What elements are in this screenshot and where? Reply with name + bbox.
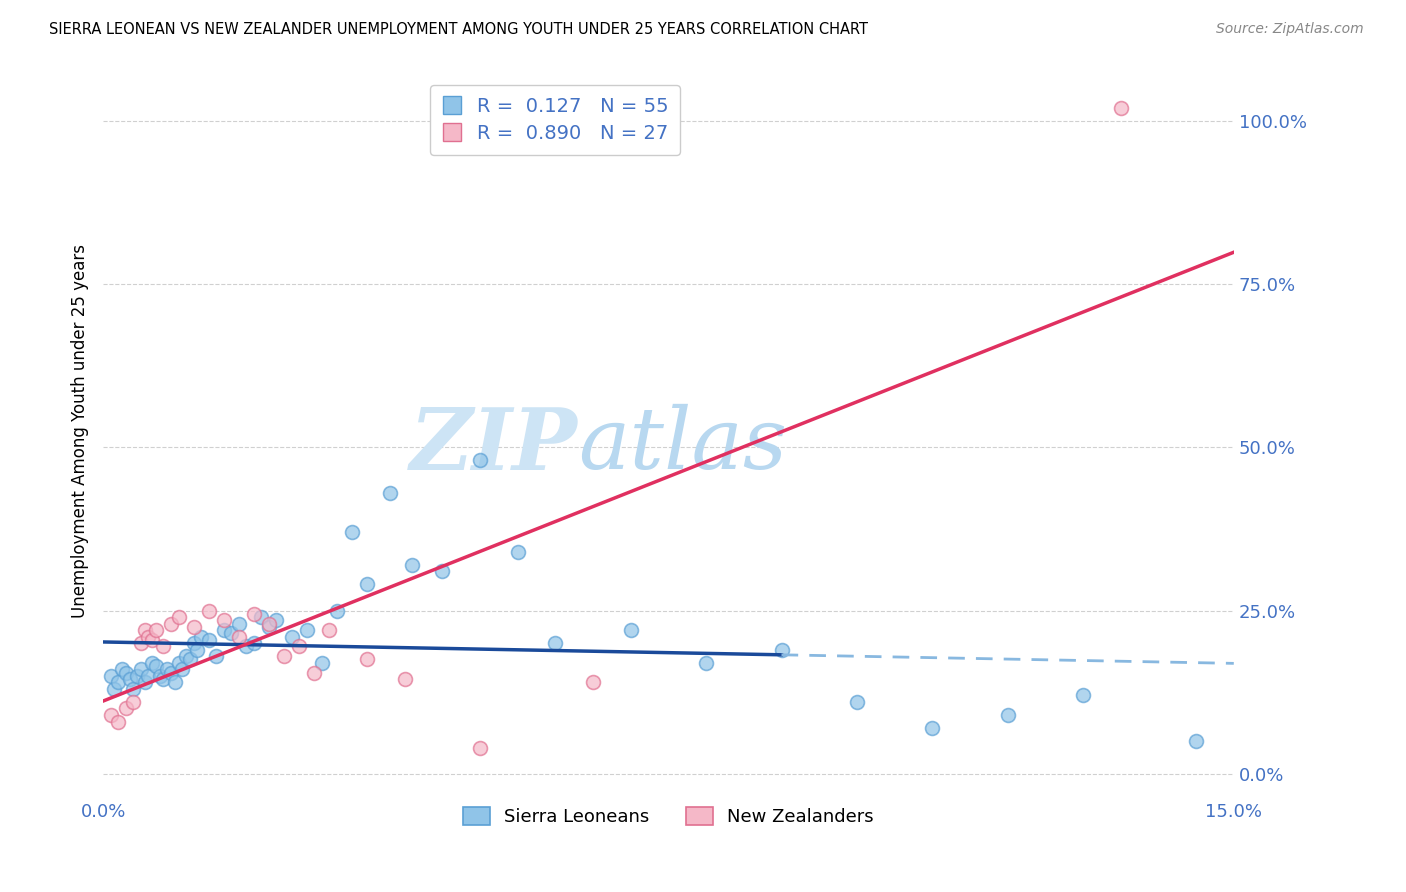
Point: [243, 636, 266, 650]
Text: atlas: atlas: [578, 404, 787, 487]
Text: SIERRA LEONEAN VS NEW ZEALANDER UNEMPLOYMENT AMONG YOUTH UNDER 25 YEARS CORRELAT: SIERRA LEONEAN VS NEW ZEALANDER UNEMPLOY…: [49, 22, 869, 37]
Point: [100, 669, 122, 683]
Point: [326, 603, 349, 617]
Point: [845, 695, 868, 709]
Point: [134, 623, 156, 637]
Point: [544, 636, 567, 650]
Point: [141, 632, 163, 647]
Point: [582, 675, 605, 690]
Point: [149, 669, 172, 683]
Point: [620, 623, 643, 637]
Point: [167, 656, 190, 670]
Point: [997, 708, 1019, 723]
Point: [107, 675, 129, 690]
Point: [695, 656, 717, 670]
Point: [356, 577, 378, 591]
Point: [394, 672, 416, 686]
Point: [179, 652, 201, 666]
Point: [129, 662, 152, 676]
Point: [145, 623, 167, 637]
Point: [174, 649, 197, 664]
Point: [340, 525, 363, 540]
Point: [250, 610, 273, 624]
Point: [770, 642, 793, 657]
Text: Source: ZipAtlas.com: Source: ZipAtlas.com: [1216, 22, 1364, 37]
Point: [1185, 734, 1208, 748]
Point: [273, 649, 295, 664]
Point: [401, 558, 423, 572]
Point: [205, 649, 228, 664]
Point: [152, 640, 174, 654]
Point: [378, 486, 401, 500]
Point: [114, 701, 136, 715]
Point: [468, 453, 491, 467]
Point: [156, 662, 179, 676]
Point: [243, 607, 266, 621]
Y-axis label: Unemployment Among Youth under 25 years: Unemployment Among Youth under 25 years: [72, 244, 89, 618]
Point: [257, 616, 280, 631]
Point: [186, 642, 208, 657]
Point: [172, 662, 194, 676]
Point: [122, 681, 145, 696]
Point: [228, 616, 250, 631]
Point: [257, 620, 280, 634]
Point: [311, 656, 333, 670]
Point: [1071, 689, 1094, 703]
Point: [235, 640, 257, 654]
Point: [118, 672, 141, 686]
Point: [138, 630, 160, 644]
Point: [318, 623, 340, 637]
Point: [302, 665, 325, 680]
Point: [356, 652, 378, 666]
Point: [160, 616, 183, 631]
Point: [111, 662, 134, 676]
Point: [152, 672, 174, 686]
Point: [122, 695, 145, 709]
Point: [288, 640, 311, 654]
Point: [114, 665, 136, 680]
Point: [160, 665, 183, 680]
Point: [280, 630, 302, 644]
Point: [506, 545, 529, 559]
Point: [197, 603, 219, 617]
Point: [183, 620, 205, 634]
Point: [107, 714, 129, 729]
Text: ZIP: ZIP: [411, 404, 578, 487]
Point: [190, 630, 212, 644]
Point: [125, 669, 148, 683]
Point: [219, 626, 242, 640]
Point: [167, 610, 190, 624]
Point: [163, 675, 186, 690]
Point: [432, 565, 454, 579]
Point: [228, 630, 250, 644]
Point: [295, 623, 318, 637]
Point: [141, 656, 163, 670]
Point: [1109, 101, 1132, 115]
Point: [103, 681, 125, 696]
Point: [197, 632, 219, 647]
Point: [921, 721, 943, 735]
Point: [138, 669, 160, 683]
Legend: Sierra Leoneans, New Zealanders: Sierra Leoneans, New Zealanders: [454, 797, 883, 835]
Point: [145, 659, 167, 673]
Point: [134, 675, 156, 690]
Point: [212, 623, 235, 637]
Point: [183, 636, 205, 650]
Point: [468, 740, 491, 755]
Point: [266, 613, 288, 627]
Point: [212, 613, 235, 627]
Point: [129, 636, 152, 650]
Point: [100, 708, 122, 723]
